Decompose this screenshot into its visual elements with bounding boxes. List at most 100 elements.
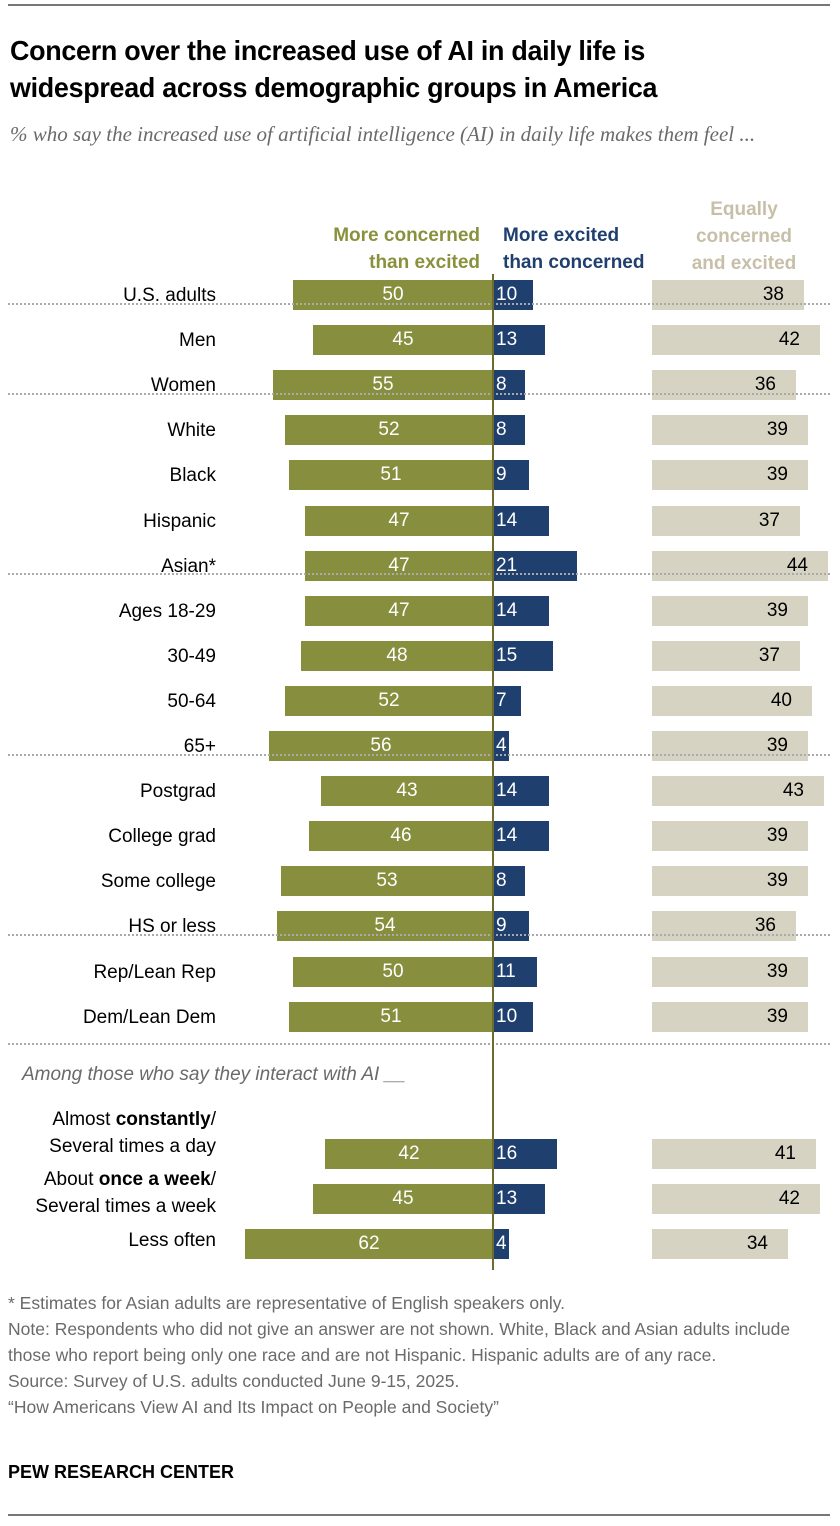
group-separator [8, 753, 830, 756]
bar-more-concerned: 54 [277, 911, 493, 942]
bar-more-excited: 21 [493, 550, 577, 581]
row-label: 65+ [183, 736, 216, 757]
bar-more-excited: 14 [493, 821, 549, 852]
bar-more-concerned: 55 [273, 370, 493, 401]
bar-more-concerned: 51 [289, 1001, 493, 1032]
row-label: College grad [108, 826, 216, 848]
bar-equally: 39 [652, 821, 808, 852]
row-label: Rep/Lean Rep [93, 961, 216, 983]
bar-more-excited: 10 [493, 280, 533, 310]
row-label: Black [169, 465, 216, 487]
bar-equally: 41 [652, 1139, 816, 1169]
bar-equally: 39 [652, 415, 808, 446]
bar-equally: 37 [652, 505, 800, 536]
bar-equally: 44 [652, 550, 828, 581]
bar-equally: 36 [652, 370, 796, 401]
bar-equally: 43 [652, 776, 824, 807]
bar-equally: 40 [652, 685, 812, 716]
bar-equally: 38 [652, 280, 804, 310]
brand-logo-text: PEW RESEARCH CENTER [8, 1462, 235, 1482]
row-label: Dem/Lean Dem [82, 1006, 216, 1028]
bar-more-concerned: 56 [269, 731, 493, 761]
row-label: Postgrad [139, 781, 216, 803]
bar-equally: 39 [652, 866, 808, 897]
bar-more-excited: 9 [493, 911, 529, 942]
bar-more-concerned: 42 [325, 1139, 493, 1169]
bar-more-concerned: 48 [301, 640, 493, 671]
row-label: Hispanic [143, 510, 216, 532]
row-label: Some college [100, 871, 216, 893]
note-asian: * Estimates for Asian adults are represe… [8, 1293, 566, 1313]
row-label: Almost constantly/ Several times a day [49, 1106, 216, 1160]
bar-equally: 42 [652, 1184, 820, 1214]
bar-equally: 39 [652, 731, 808, 761]
bar-equally: 39 [652, 595, 808, 626]
header-more-excited: More excited than concerned [503, 225, 645, 273]
bar-more-excited: 8 [493, 370, 525, 401]
bar-equally: 36 [652, 911, 796, 942]
bar-equally: 39 [652, 1001, 808, 1032]
bar-equally: 42 [652, 325, 820, 356]
bar-more-excited: 14 [493, 595, 549, 626]
note-source: Source: Survey of U.S. adults conducted … [8, 1371, 460, 1391]
notes: * Estimates for Asian adults are represe… [8, 1290, 828, 1420]
row-label: 50-64 [167, 690, 216, 712]
bar-more-excited: 13 [493, 1184, 545, 1214]
row-label: Women [150, 375, 216, 397]
bar-more-concerned: 53 [281, 866, 493, 897]
bar-more-concerned: 52 [285, 415, 493, 446]
bar-equally: 34 [652, 1229, 788, 1259]
bar-more-concerned: 62 [245, 1229, 493, 1259]
group-separator [8, 1043, 830, 1045]
row-label-text: / [210, 1109, 216, 1130]
bottom-rule [8, 1514, 830, 1516]
bar-more-excited: 4 [493, 1229, 509, 1259]
row-label-emphasis: once a week [98, 1169, 211, 1190]
row-label: HS or less [128, 916, 216, 938]
bar-more-excited: 13 [493, 325, 545, 356]
note-respondents: Note: Respondents who did not give an an… [8, 1319, 796, 1365]
bar-more-concerned: 43 [321, 776, 493, 807]
bar-more-concerned: 47 [305, 595, 493, 626]
row-label-text: Several times a day [49, 1136, 216, 1157]
bar-more-excited: 4 [493, 731, 509, 761]
zero-axis-line [492, 274, 494, 1270]
bar-more-concerned: 46 [309, 821, 493, 852]
header-equally: Equally concerned and excited [691, 199, 797, 274]
bar-more-excited: 11 [493, 956, 537, 987]
bar-more-excited: 16 [493, 1139, 557, 1169]
bar-more-concerned: 45 [313, 1184, 493, 1214]
chart-subtitle: % who say the increased use of artificia… [10, 122, 756, 146]
bar-more-excited: 9 [493, 460, 529, 491]
header-more-concerned: More concerned than excited [333, 225, 480, 273]
interaction-section-heading: Among those who say they interact with A… [22, 1064, 406, 1085]
chart-title: Concern over the increased use of AI in … [10, 35, 658, 103]
row-label-text: Almost [52, 1109, 116, 1130]
note-report-title: “How Americans View AI and Its Impact on… [8, 1397, 499, 1417]
bar-more-concerned: 47 [305, 505, 493, 536]
bar-more-excited: 8 [493, 415, 525, 446]
row-label-text: Several times a week [35, 1196, 216, 1217]
group-separator [8, 934, 830, 937]
group-separator [8, 392, 830, 395]
bar-more-excited: 7 [493, 685, 521, 716]
row-label-text: About [43, 1169, 99, 1190]
row-label: Less often [128, 1227, 216, 1254]
bar-more-concerned: 47 [305, 550, 493, 581]
row-label: U.S. adults [123, 285, 216, 306]
row-label: 30-49 [167, 645, 216, 667]
row-label: Ages 18-29 [118, 600, 216, 622]
bar-more-excited: 15 [493, 640, 553, 671]
bar-more-concerned: 45 [313, 325, 493, 356]
top-rule [8, 4, 830, 6]
bar-more-excited: 10 [493, 1001, 533, 1032]
group-separator [8, 302, 830, 305]
bar-more-concerned: 50 [293, 280, 493, 310]
row-label: Asian* [161, 555, 216, 577]
row-label-text: / [210, 1169, 216, 1190]
bar-more-excited: 14 [493, 505, 549, 536]
bar-more-concerned: 52 [285, 685, 493, 716]
row-label-text: Less often [128, 1230, 216, 1251]
row-label-emphasis: constantly [115, 1109, 211, 1130]
bar-more-excited: 14 [493, 776, 549, 807]
